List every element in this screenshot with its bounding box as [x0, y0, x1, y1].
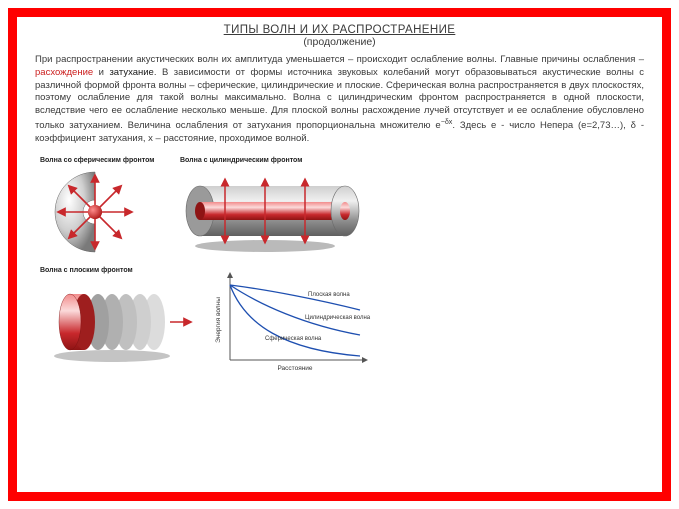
body-pre: При распространении акустических волн их…	[35, 54, 644, 65]
highlight-attenuation: затухание	[109, 67, 153, 78]
panel1-label: Волна со сферическим фронтом	[40, 157, 154, 164]
spherical-wave-icon	[55, 172, 129, 252]
page-title: ТИПЫ ВОЛН И ИХ РАСПРОСТРАНЕНИЕ	[35, 24, 644, 36]
cylindrical-wave-icon	[186, 182, 359, 252]
graph-label-cyl: Цилиндрическая волна	[305, 315, 371, 321]
attenuation-graph: Расстояние Энергия волны Плоская волна Ц…	[210, 270, 371, 372]
panel3-label: Волна с плоским фронтом	[40, 267, 133, 274]
figure-svg: Волна со сферическим фронтом	[35, 152, 375, 377]
graph-x-axis-label: Расстояние	[277, 365, 312, 372]
graph-label-plane: Плоская волна	[308, 292, 350, 298]
panel2-label: Волна с цилиндрическим фронтом	[180, 157, 302, 164]
title-block: ТИПЫ ВОЛН И ИХ РАСПРОСТРАНЕНИЕ (продолже…	[35, 24, 644, 48]
figure-area: Волна со сферическим фронтом	[35, 152, 375, 377]
plane-wave-icon	[54, 294, 188, 362]
highlight-divergence: расхождение	[35, 67, 93, 78]
body-paragraph: При распространении акустических волн их…	[35, 54, 644, 146]
page-subtitle: (продолжение)	[35, 36, 644, 48]
body-mid1: и	[93, 67, 109, 78]
graph-y-axis-label: Энергия волны	[215, 297, 222, 343]
body-exponent: −δx	[441, 118, 453, 126]
graph-label-sphere: Сферическая волна	[265, 336, 322, 342]
